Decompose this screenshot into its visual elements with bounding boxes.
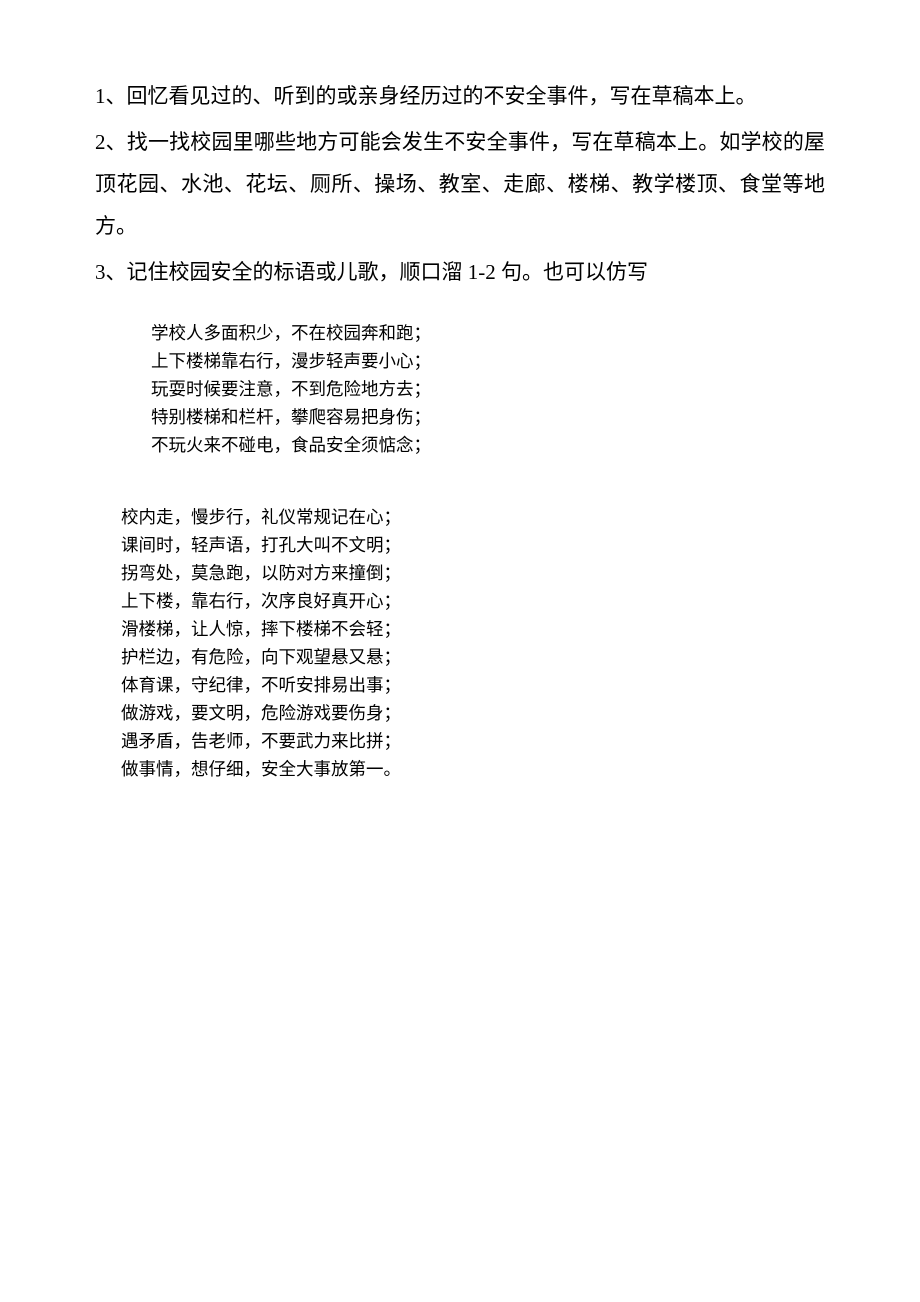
poem1-line-5: 不玩火来不碰电，食品安全须惦念； xyxy=(151,431,825,459)
poem2-line-3: 拐弯处，莫急跑，以防对方来撞倒； xyxy=(121,559,825,587)
paragraph-2: 2、找一找校园里哪些地方可能会发生不安全事件，写在草稿本上。如学校的屋顶花园、水… xyxy=(95,121,825,247)
poem1-line-3: 玩耍时候要注意，不到危险地方去； xyxy=(151,375,825,403)
poem2-line-1: 校内走，慢步行，礼仪常规记在心； xyxy=(121,503,825,531)
poem2-line-4: 上下楼，靠右行，次序良好真开心； xyxy=(121,587,825,615)
poem-block-1: 学校人多面积少，不在校园奔和跑； 上下楼梯靠右行，漫步轻声要小心； 玩耍时候要注… xyxy=(151,319,825,459)
paragraph-3: 3、记住校园安全的标语或儿歌，顺口溜 1-2 句。也可以仿写 xyxy=(95,251,825,293)
poem2-line-5: 滑楼梯，让人惊，摔下楼梯不会轻； xyxy=(121,615,825,643)
poem1-line-4: 特别楼梯和栏杆，攀爬容易把身伤； xyxy=(151,403,825,431)
poem1-line-1: 学校人多面积少，不在校园奔和跑； xyxy=(151,319,825,347)
poem2-line-7: 体育课，守纪律，不听安排易出事； xyxy=(121,671,825,699)
poem2-line-9: 遇矛盾，告老师，不要武力来比拼； xyxy=(121,727,825,755)
document-page: 1、回忆看见过的、听到的或亲身经历过的不安全事件，写在草稿本上。 2、找一找校园… xyxy=(0,0,920,1302)
poem2-line-6: 护栏边，有危险，向下观望悬又悬； xyxy=(121,643,825,671)
poem2-line-2: 课间时，轻声语，打孔大叫不文明； xyxy=(121,531,825,559)
poem-block-2: 校内走，慢步行，礼仪常规记在心； 课间时，轻声语，打孔大叫不文明； 拐弯处，莫急… xyxy=(121,503,825,783)
paragraph-1: 1、回忆看见过的、听到的或亲身经历过的不安全事件，写在草稿本上。 xyxy=(95,75,825,117)
poem1-line-2: 上下楼梯靠右行，漫步轻声要小心； xyxy=(151,347,825,375)
poem2-line-10: 做事情，想仔细，安全大事放第一。 xyxy=(121,755,825,783)
poem2-line-8: 做游戏，要文明，危险游戏要伤身； xyxy=(121,699,825,727)
